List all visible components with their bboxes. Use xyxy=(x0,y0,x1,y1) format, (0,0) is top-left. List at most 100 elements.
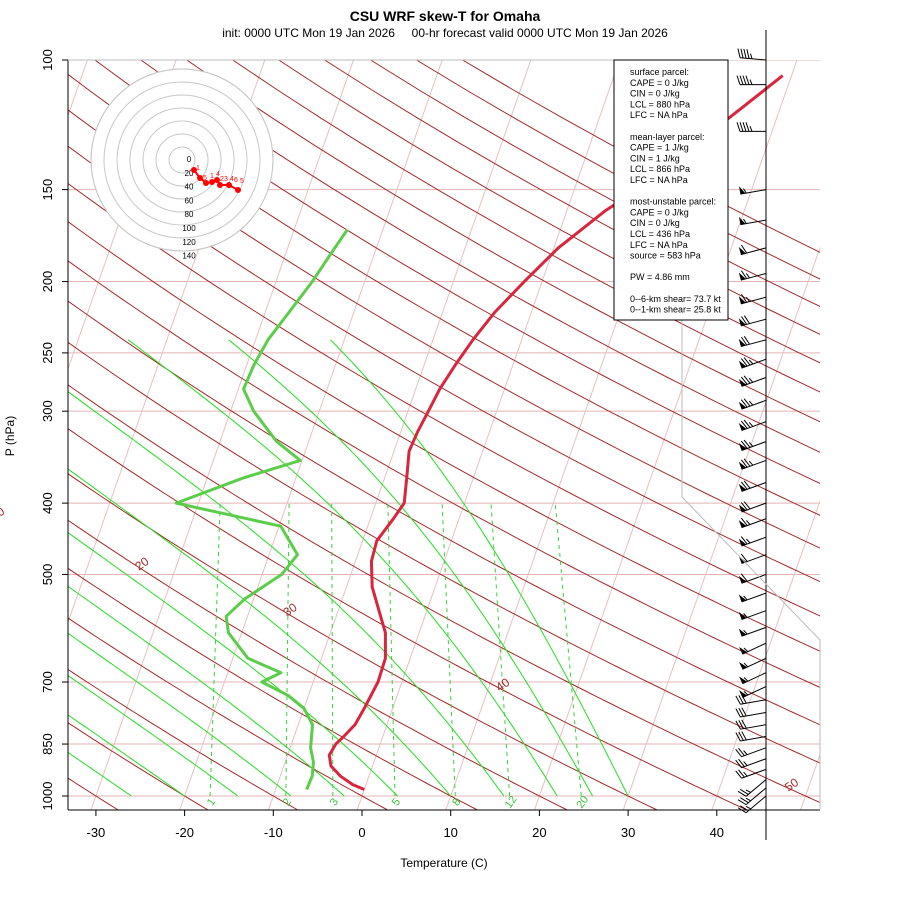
dry-adiabat xyxy=(68,182,820,617)
dry-adiabat xyxy=(68,617,389,810)
wind-barb xyxy=(738,573,767,584)
info-line: LFC = NA hPa xyxy=(630,240,688,250)
hodograph-point xyxy=(235,187,241,193)
wind-barb xyxy=(739,642,767,655)
x-tick-label: 0 xyxy=(358,825,365,840)
info-line: LFC = NA hPa xyxy=(630,175,688,185)
info-line: CAPE = 0 J/kg xyxy=(630,207,689,217)
moist-adiabat xyxy=(330,339,629,797)
dry-adiabat xyxy=(68,260,820,689)
plot-border xyxy=(68,59,821,810)
dry-adiabat xyxy=(68,109,820,549)
y-tick-label: 500 xyxy=(40,564,55,586)
mixing-ratio-line xyxy=(490,503,511,797)
x-tick-label: 20 xyxy=(532,825,546,840)
hodograph-ring xyxy=(129,107,235,213)
wind-barb xyxy=(738,439,767,451)
axes: 123581220-100102030405010008507005004003… xyxy=(0,49,821,840)
moist-adiabat xyxy=(68,674,239,797)
mixing-ratio-label: 8 xyxy=(450,796,463,808)
mixing-ratio-label: 12 xyxy=(503,794,520,811)
dry-adiabat xyxy=(231,60,820,393)
mixing-ratio-label: 20 xyxy=(574,794,591,811)
moist-adiabat xyxy=(68,390,505,797)
y-axis-label: P (hPa) xyxy=(3,416,17,456)
profiles xyxy=(174,74,784,791)
wind-barb xyxy=(736,122,766,132)
mixing-ratio-line xyxy=(554,503,582,797)
y-tick-label: 700 xyxy=(40,671,55,693)
hodograph-point xyxy=(217,182,223,188)
moist-adiabat xyxy=(127,339,558,797)
chart-subtitle: init: 0000 UTC Mon 19 Jan 2026 00-hr for… xyxy=(222,26,668,40)
wind-barb xyxy=(738,626,767,637)
hodograph-point xyxy=(226,182,232,188)
hodograph-ring xyxy=(90,68,274,252)
info-line: LFC = NA hPa xyxy=(630,110,688,120)
isotherm xyxy=(533,60,798,810)
y-tick-label: 250 xyxy=(40,342,55,364)
wind-barb xyxy=(738,517,767,529)
hodograph-point xyxy=(203,180,209,186)
mixing-ratio-line xyxy=(441,503,456,797)
info-line: CIN = 0 J/kg xyxy=(630,89,680,99)
dry-adiabat xyxy=(68,428,749,810)
dry-adiabat xyxy=(94,60,820,484)
wind-barb xyxy=(735,768,767,779)
wind-barb xyxy=(739,216,767,226)
wind-barb xyxy=(738,375,767,387)
y-tick-label: 200 xyxy=(40,271,55,293)
hodograph-ring-label: 120 xyxy=(182,238,196,247)
hodograph-point-label: 3 xyxy=(224,176,228,183)
info-line: source = 583 hPa xyxy=(630,251,701,261)
x-tick-label: 10 xyxy=(443,825,457,840)
background-lines xyxy=(68,60,820,810)
wind-barb xyxy=(738,294,767,305)
moist-adiabat xyxy=(228,339,594,797)
hodograph-ring-label: 0 xyxy=(187,155,192,164)
moist-adiabat xyxy=(68,468,452,797)
hodograph-ring-label: 140 xyxy=(182,252,196,261)
dry-adiabat xyxy=(68,384,820,804)
dry-adiabat xyxy=(140,60,820,453)
info-line: surface parcel: xyxy=(630,67,689,77)
moist-adiabat xyxy=(68,632,292,797)
hodograph-ring xyxy=(155,133,209,187)
dry-adiabat xyxy=(68,473,659,810)
wind-barb xyxy=(738,398,767,410)
hodograph-ring-label: 100 xyxy=(182,224,196,233)
mixing-ratio-label: 2 xyxy=(281,796,294,808)
wind-barb xyxy=(736,75,766,86)
dry-adiabat-label: 20 xyxy=(132,554,151,573)
info-line: LCL = 880 hPa xyxy=(630,99,690,109)
wind-barb xyxy=(735,694,767,705)
hodograph-point xyxy=(197,175,203,181)
moist-adiabat xyxy=(68,714,185,797)
x-tick-label: 30 xyxy=(621,825,635,840)
mixing-ratio-line xyxy=(209,503,221,797)
dry-adiabat xyxy=(68,722,209,810)
wind-barbs xyxy=(735,30,767,840)
info-line: most-unstable parcel: xyxy=(630,197,716,207)
hodograph-ring-label: 40 xyxy=(185,183,194,192)
info-line: CAPE = 1 J/kg xyxy=(630,143,689,153)
wind-barb xyxy=(738,501,767,513)
hodograph-ring-label: 60 xyxy=(185,196,194,205)
chart-text: CSU WRF skew-T for Omaha init: 0000 UTC … xyxy=(3,8,668,870)
hodograph-point xyxy=(191,167,197,173)
temperature-line xyxy=(327,74,784,791)
y-tick-label: 300 xyxy=(40,400,55,422)
info-line: CIN = 0 J/kg xyxy=(630,218,680,228)
wind-barb xyxy=(739,686,767,698)
dry-adiabat-label: 30 xyxy=(281,600,300,619)
wind-barb xyxy=(737,779,767,797)
dry-adiabat xyxy=(68,73,820,516)
y-tick-label: 1000 xyxy=(40,782,55,811)
info-line: 0--6-km shear= 73.7 kt xyxy=(630,294,721,304)
wind-barb xyxy=(738,610,767,621)
y-tick-label: 150 xyxy=(40,179,55,201)
mixing-ratio-label: 1 xyxy=(205,796,218,808)
wind-barb xyxy=(739,672,767,685)
